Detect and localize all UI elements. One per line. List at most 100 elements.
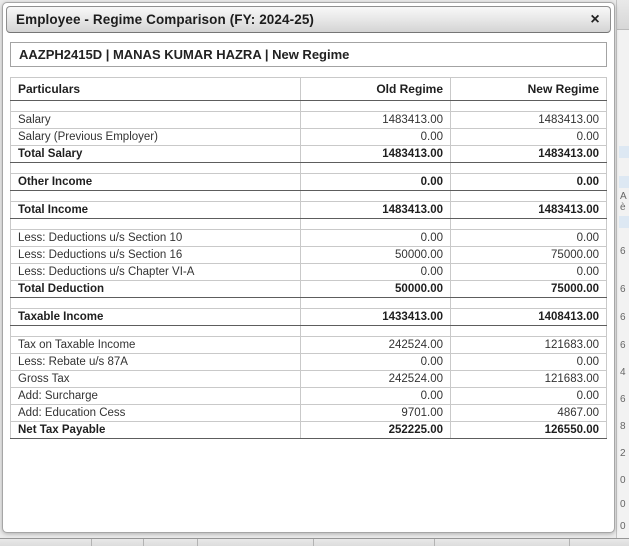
background-text-fragment: A <box>620 191 627 202</box>
old-regime-value: 9701.00 <box>300 404 451 422</box>
table-row: Salary (Previous Employer) 0.00 0.00 <box>10 128 607 146</box>
row-label: Total Deduction <box>10 280 301 298</box>
background-text-fragment: 0 <box>620 521 626 532</box>
old-regime-value: 0.00 <box>300 128 451 146</box>
spacer-row <box>10 218 607 230</box>
row-label: Net Tax Payable <box>10 421 301 439</box>
row-label: Add: Education Cess <box>10 404 301 422</box>
background-text-fragment: 2 <box>620 448 626 459</box>
spacer-row <box>10 162 607 174</box>
background-grid-line <box>143 539 144 546</box>
new-regime-value: 4867.00 <box>450 404 607 422</box>
spacer-row <box>10 190 607 202</box>
old-regime-value: 242524.00 <box>300 336 451 354</box>
new-regime-value: 75000.00 <box>450 246 607 264</box>
background-row-band <box>619 216 629 228</box>
background-grid-line <box>197 539 198 546</box>
regime-comparison-table: Particulars Old Regime New Regime Salary… <box>10 77 607 439</box>
old-regime-value: 0.00 <box>300 263 451 281</box>
old-regime-value: 1483413.00 <box>300 201 451 219</box>
dialog-title: Employee - Regime Comparison (FY: 2024-2… <box>16 12 315 27</box>
spacer-row <box>10 297 607 309</box>
table-row: Less: Deductions u/s Section 16 50000.00… <box>10 246 607 264</box>
background-text-fragment: 0 <box>620 499 626 510</box>
dialog-titlebar[interactable]: Employee - Regime Comparison (FY: 2024-2… <box>6 6 611 33</box>
row-label: Less: Deductions u/s Chapter VI-A <box>10 263 301 281</box>
old-regime-value: 50000.00 <box>300 246 451 264</box>
table-row: Tax on Taxable Income 242524.00 121683.0… <box>10 336 607 354</box>
new-regime-value: 0.00 <box>450 173 607 191</box>
row-label: Total Salary <box>10 145 301 163</box>
new-regime-value: 0.00 <box>450 263 607 281</box>
new-regime-value: 1483413.00 <box>450 111 607 129</box>
background-text-fragment: 0 <box>620 475 626 486</box>
background-grid-line <box>313 539 314 546</box>
old-regime-value: 50000.00 <box>300 280 451 298</box>
new-regime-value: 1408413.00 <box>450 308 607 326</box>
background-text-fragment: 6 <box>620 340 626 351</box>
table-row-total: Other Income 0.00 0.00 <box>10 173 607 191</box>
table-header-row: Particulars Old Regime New Regime <box>10 77 607 101</box>
row-label: Tax on Taxable Income <box>10 336 301 354</box>
row-label: Salary <box>10 111 301 129</box>
table-row: Salary 1483413.00 1483413.00 <box>10 111 607 129</box>
new-regime-value: 75000.00 <box>450 280 607 298</box>
new-regime-value: 0.00 <box>450 387 607 405</box>
column-header-new-regime: New Regime <box>450 77 607 101</box>
background-header-block <box>617 0 629 30</box>
background-grid-strip <box>0 538 629 546</box>
new-regime-value: 0.00 <box>450 128 607 146</box>
row-label: Less: Deductions u/s Section 16 <box>10 246 301 264</box>
background-row-band <box>619 176 629 188</box>
background-text-fragment: 4 <box>620 367 626 378</box>
employee-info-bar: AAZPH2415D | MANAS KUMAR HAZRA | New Reg… <box>10 42 607 67</box>
table-row-total: Total Deduction 50000.00 75000.00 <box>10 280 607 298</box>
regime-comparison-dialog: Employee - Regime Comparison (FY: 2024-2… <box>2 2 615 533</box>
employee-info-text: AAZPH2415D | MANAS KUMAR HAZRA | New Reg… <box>19 47 350 62</box>
background-grid-line <box>91 539 92 546</box>
new-regime-value: 126550.00 <box>450 421 607 439</box>
table-row-total: Total Income 1483413.00 1483413.00 <box>10 201 607 219</box>
table-row: Add: Education Cess 9701.00 4867.00 <box>10 404 607 422</box>
row-label: Salary (Previous Employer) <box>10 128 301 146</box>
close-icon[interactable]: × <box>590 11 600 28</box>
background-row-band <box>619 146 629 158</box>
new-regime-value: 1483413.00 <box>450 201 607 219</box>
old-regime-value: 252225.00 <box>300 421 451 439</box>
background-text-fragment: 6 <box>620 312 626 323</box>
new-regime-value: 1483413.00 <box>450 145 607 163</box>
background-text-fragment: 6 <box>620 284 626 295</box>
new-regime-value: 121683.00 <box>450 370 607 388</box>
table-row: Less: Rebate u/s 87A 0.00 0.00 <box>10 353 607 371</box>
new-regime-value: 0.00 <box>450 229 607 247</box>
new-regime-value: 121683.00 <box>450 336 607 354</box>
old-regime-value: 1433413.00 <box>300 308 451 326</box>
column-header-old-regime: Old Regime <box>300 77 451 101</box>
table-row: Less: Deductions u/s Chapter VI-A 0.00 0… <box>10 263 607 281</box>
background-grid-line <box>569 539 570 546</box>
background-text-fragment: 6 <box>620 394 626 405</box>
background-grid-line <box>434 539 435 546</box>
new-regime-value: 0.00 <box>450 353 607 371</box>
background-page-right-sliver: A è 6 6 6 6 4 6 8 2 0 0 0 <box>616 0 629 546</box>
background-text-fragment: 8 <box>620 421 626 432</box>
row-label: Taxable Income <box>10 308 301 326</box>
table-row: Less: Deductions u/s Section 10 0.00 0.0… <box>10 229 607 247</box>
table-row-total: Net Tax Payable 252225.00 126550.00 <box>10 421 607 439</box>
table-row-total: Taxable Income 1433413.00 1408413.00 <box>10 308 607 326</box>
table-row-total: Total Salary 1483413.00 1483413.00 <box>10 145 607 163</box>
old-regime-value: 0.00 <box>300 387 451 405</box>
old-regime-value: 1483413.00 <box>300 145 451 163</box>
row-label: Add: Surcharge <box>10 387 301 405</box>
old-regime-value: 0.00 <box>300 353 451 371</box>
old-regime-value: 242524.00 <box>300 370 451 388</box>
spacer-row <box>10 325 607 337</box>
table-row: Add: Surcharge 0.00 0.00 <box>10 387 607 405</box>
old-regime-value: 0.00 <box>300 173 451 191</box>
table-row: Gross Tax 242524.00 121683.00 <box>10 370 607 388</box>
column-header-particulars: Particulars <box>10 77 301 101</box>
row-label: Gross Tax <box>10 370 301 388</box>
row-label: Total Income <box>10 201 301 219</box>
spacer-row <box>10 100 607 112</box>
row-label: Less: Deductions u/s Section 10 <box>10 229 301 247</box>
